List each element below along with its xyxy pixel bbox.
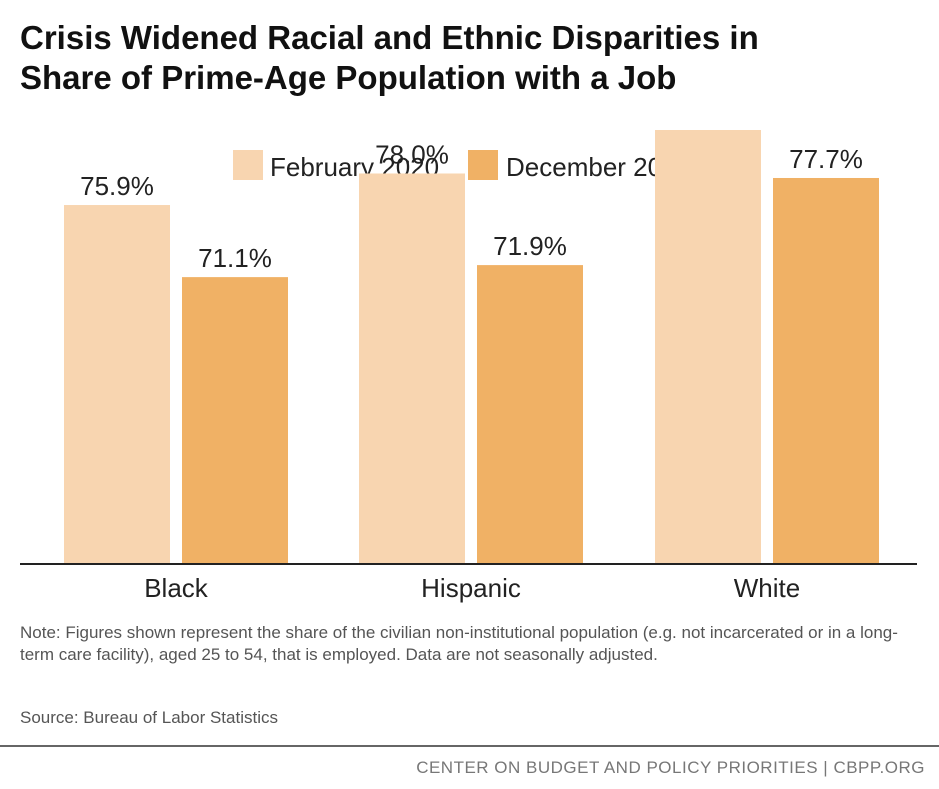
chart-note: Note: Figures shown represent the share …: [20, 623, 898, 664]
chart-title-line-1: Crisis Widened Racial and Ethnic Dispari…: [20, 19, 759, 56]
value-label-hispanic-december-2020: 71.9%: [493, 231, 567, 261]
legend-swatch-february-2020: [233, 150, 263, 180]
bar-chart: February 2020 December 2020 75.9%71.1%78…: [20, 130, 917, 603]
bar-black-february-2020: [64, 205, 170, 564]
value-labels: 75.9%71.1%78.0%71.9%81.5%77.7%: [80, 139, 863, 273]
bar-hispanic-december-2020: [477, 265, 583, 564]
footer-divider: [0, 745, 939, 747]
value-label-black-february-2020: 75.9%: [80, 171, 154, 201]
bar-white-december-2020: [773, 177, 879, 564]
legend-swatch-december-2020: [468, 150, 498, 180]
bars: [64, 130, 879, 565]
category-label-hispanic: Hispanic: [421, 573, 521, 603]
chart-title: Crisis Widened Racial and Ethnic Dispari…: [20, 18, 920, 98]
category-labels: Black Hispanic White: [144, 573, 800, 603]
chart-source: Source: Bureau of Labor Statistics: [20, 708, 278, 727]
category-label-black: Black: [144, 573, 209, 603]
category-label-white: White: [734, 573, 800, 603]
value-label-hispanic-february-2020: 78.0%: [375, 139, 449, 169]
bar-black-december-2020: [182, 277, 288, 564]
bar-white-february-2020: [655, 130, 761, 564]
value-label-black-december-2020: 71.1%: [198, 243, 272, 273]
value-label-white-december-2020: 77.7%: [789, 144, 863, 174]
bar-hispanic-february-2020: [359, 173, 465, 565]
chart-title-line-2: Share of Prime-Age Population with a Job: [20, 59, 677, 96]
organization-credit: CENTER ON BUDGET AND POLICY PRIORITIES |…: [416, 758, 925, 777]
